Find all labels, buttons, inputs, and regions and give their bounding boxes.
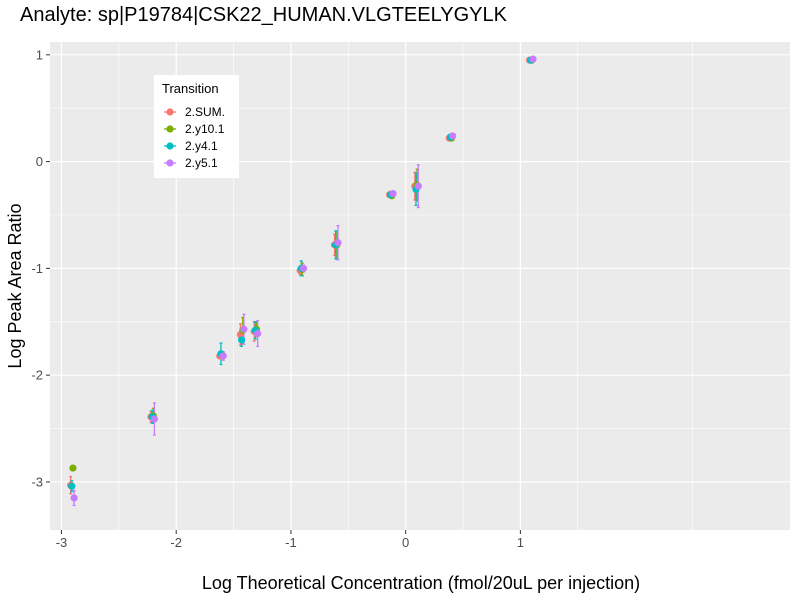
y-tick-label: 1	[36, 47, 43, 62]
legend-item: 2.y4.1	[164, 139, 218, 153]
data-marks	[67, 55, 537, 507]
data-point	[70, 494, 78, 502]
data-point	[449, 132, 457, 140]
legend-item: 2.y10.1	[164, 122, 225, 136]
data-point	[254, 329, 262, 338]
data-point	[237, 336, 246, 344]
x-axis-title: Log Theoretical Concentration (fmol/20uL…	[202, 573, 640, 593]
x-tick-label: 1	[517, 535, 524, 550]
data-point	[219, 352, 227, 360]
y-tick-label: -1	[31, 261, 43, 276]
grid-major	[50, 42, 790, 530]
series-points	[70, 55, 537, 502]
x-tick-label: 0	[402, 535, 409, 550]
x-tick-label: -2	[170, 535, 182, 550]
legend-label: 2.SUM.	[185, 105, 225, 119]
legend-label: 2.y5.1	[185, 156, 218, 170]
legend-key-point	[166, 108, 174, 116]
y-tick-label: -3	[31, 474, 43, 489]
data-point	[389, 190, 397, 198]
legend-key-point	[166, 159, 174, 167]
y-axis-title: Log Peak Area Ratio	[5, 203, 25, 368]
legend-items: 2.SUM. 2.y10.1 2.y4.1 2.y5.1	[164, 105, 225, 170]
data-point	[150, 415, 159, 423]
y-tick-label: 0	[36, 154, 43, 169]
legend-key-point	[166, 125, 174, 133]
x-tick-label: -1	[285, 535, 297, 550]
data-point	[529, 55, 537, 63]
data-point	[69, 464, 77, 472]
data-point	[334, 239, 342, 247]
legend-label: 2.y4.1	[185, 139, 218, 153]
grid-minor	[50, 42, 790, 530]
y-tick-label: -2	[31, 368, 43, 383]
legend-item: 2.y5.1	[164, 156, 218, 170]
data-point	[414, 182, 422, 190]
legend-key-point	[166, 142, 174, 150]
y-axis: -3 -2 -1 0 1	[31, 47, 50, 489]
legend: Transition 2.SUM. 2.y10.1 2.y4.1 2.y5.1	[154, 75, 239, 178]
legend-item: 2.SUM.	[164, 105, 225, 119]
chart-title: Analyte: sp|P19784|CSK22_HUMAN.VLGTEELYG…	[20, 4, 508, 26]
x-axis: -3 -2 -1 0 1	[56, 530, 524, 550]
legend-title: Transition	[162, 81, 219, 96]
data-point	[68, 482, 76, 490]
data-point	[299, 264, 308, 272]
data-point	[240, 325, 248, 333]
legend-label: 2.y10.1	[185, 122, 225, 136]
x-tick-label: -3	[56, 535, 68, 550]
